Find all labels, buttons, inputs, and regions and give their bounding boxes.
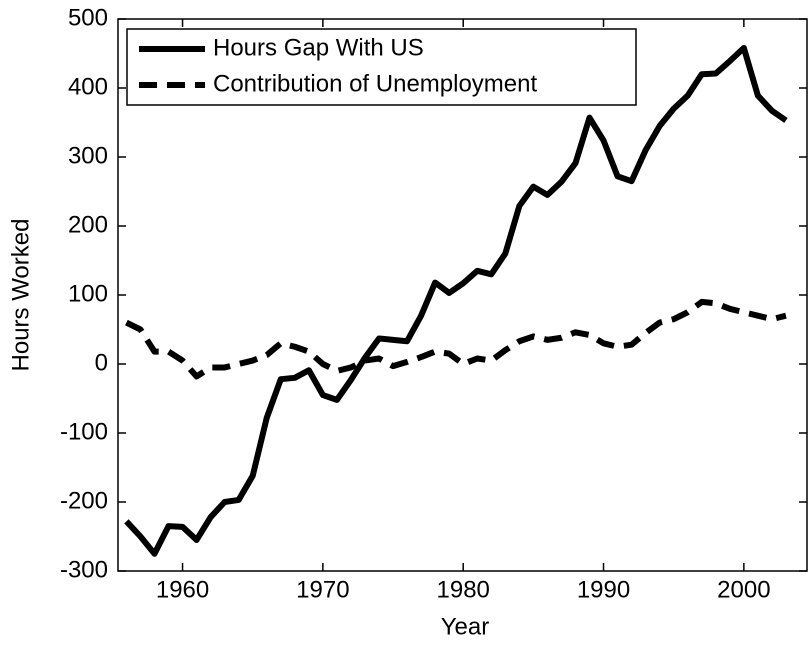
y-tick-label: -100 — [60, 418, 108, 445]
y-axis-label: Hours Worked — [7, 219, 34, 372]
y-tick-label: -200 — [60, 487, 108, 514]
data-line — [125, 298, 787, 380]
y-tick-label: 100 — [68, 280, 108, 307]
x-tick-label: 1980 — [437, 576, 490, 603]
legend-box — [126, 28, 637, 106]
y-tick-label: -300 — [60, 556, 108, 583]
y-tick-label: 500 — [68, 4, 108, 31]
x-tick-label: 2000 — [717, 576, 770, 603]
y-tick-label: 300 — [68, 142, 108, 169]
y-tick-label: 400 — [68, 73, 108, 100]
y-tick-label: 200 — [68, 211, 108, 238]
x-tick-label: 1990 — [577, 576, 630, 603]
y-tick-label: 0 — [95, 349, 108, 376]
x-tick-label: 1960 — [156, 576, 209, 603]
legend-label: Hours Gap With US — [213, 34, 424, 61]
x-axis-label: Year — [441, 613, 490, 640]
x-tick-label: 1970 — [296, 576, 349, 603]
legend-label: Contribution of Unemployment — [213, 70, 537, 97]
data-line — [124, 44, 788, 557]
